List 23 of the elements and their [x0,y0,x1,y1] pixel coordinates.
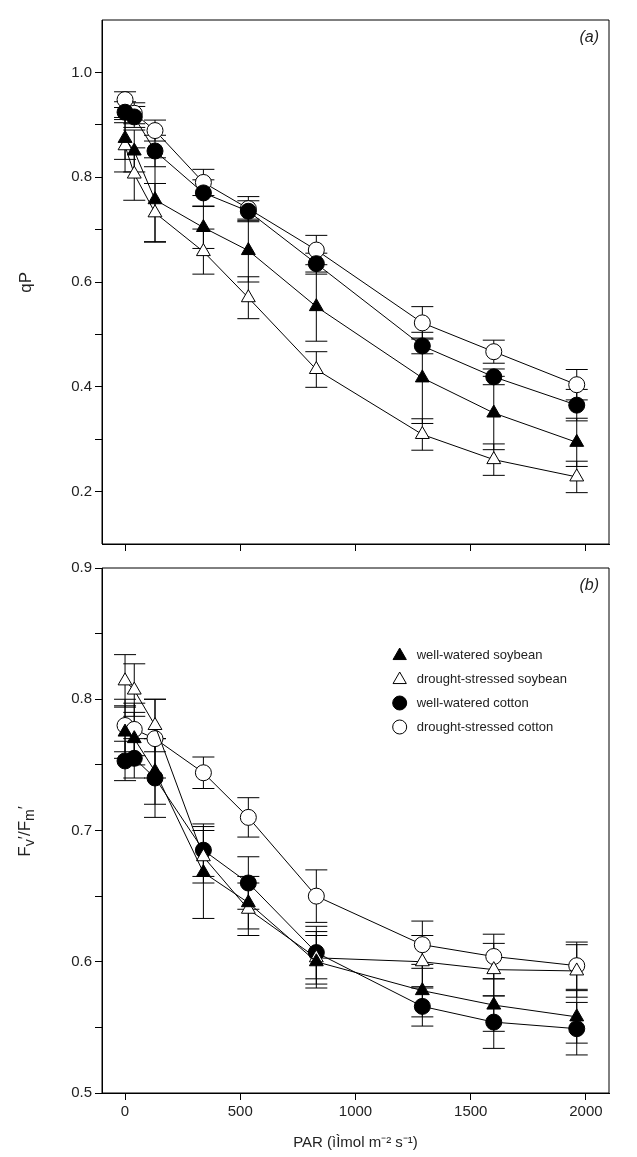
y-tick-label: 1.0 [71,62,92,80]
y-axis-title: qP [16,271,36,293]
annotation: (a) [579,28,599,46]
y-tick-label: 0.2 [71,481,92,499]
y-tick-label: 0.6 [71,951,92,969]
y-tick-label: 0.9 [71,558,92,576]
y-tick-label: 0.4 [71,376,92,394]
legend-label: drought-stressed soybean [416,670,567,686]
x-tick-label: 1500 [454,1102,488,1120]
y-tick-label: 0.8 [71,167,92,185]
x-axis-title: PAR (ìÌmol m⁻² s⁻¹) [293,1133,418,1151]
y-tick-label: 0.7 [71,820,92,838]
legend-label: drought-stressed cotton [416,718,554,734]
y-tick-label: 0.6 [71,272,92,290]
x-tick-label: 2000 [569,1102,603,1120]
y-tick-label: 0.8 [71,689,92,707]
legend-label: well-watered soybean [415,646,543,662]
legend-label: well-watered cotton [415,694,529,710]
y-tick-label: 0.5 [71,1083,92,1101]
x-tick-label: 500 [227,1102,253,1120]
x-tick-label: 1000 [338,1102,373,1120]
x-tick-label: 0 [120,1102,130,1120]
annotation: (b) [579,576,599,594]
